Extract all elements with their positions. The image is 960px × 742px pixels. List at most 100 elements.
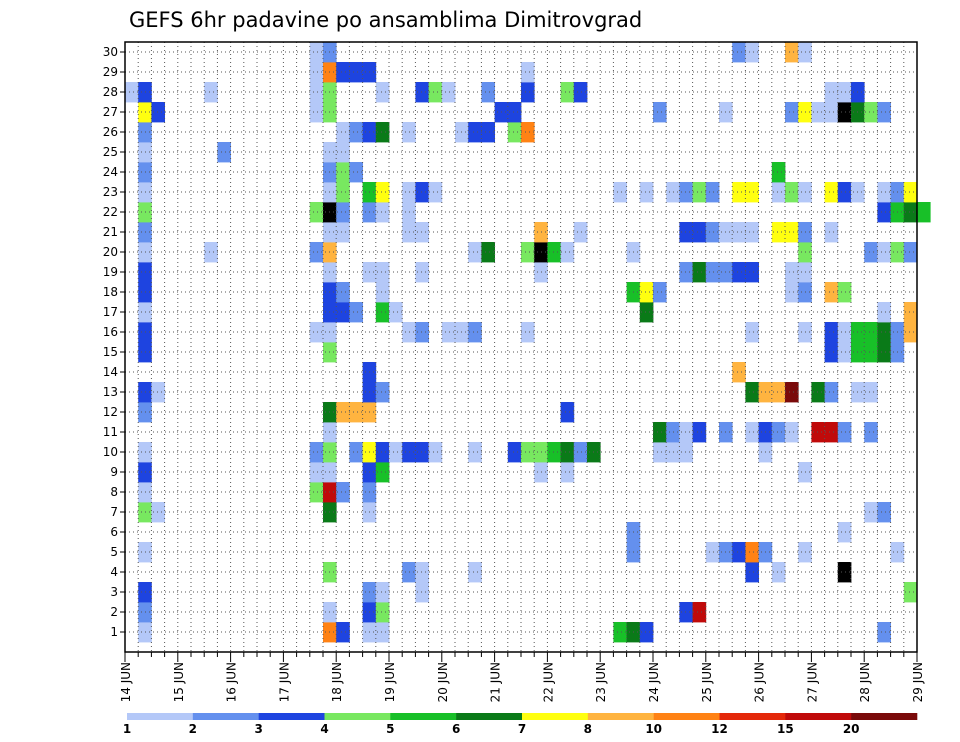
heatmap-cell [336,182,350,203]
heatmap-cell [336,202,350,223]
legend-label: 6 [452,722,460,736]
heatmap-cell [824,282,839,303]
heatmap-cell [389,442,403,463]
heatmap-cell [653,442,667,463]
heatmap-cell [573,442,588,463]
y-tick-label: 27 [103,105,118,119]
heatmap-cell [375,122,390,143]
heatmap-cell [375,602,390,623]
heatmap-cell [349,402,363,423]
y-tick-label: 1 [110,625,118,639]
heatmap-cell [217,142,231,163]
heatmap-cell [309,102,324,123]
heatmap-cell [771,182,786,203]
heatmap-cell [745,382,759,403]
heatmap-cell [204,242,218,263]
x-tick-label: 20 JUN [436,662,450,702]
heatmap-cell [864,102,878,123]
heatmap-cell [864,322,878,343]
heatmap-cell [837,282,852,303]
heatmap-cell [349,442,363,463]
heatmap-cell [837,422,852,443]
heatmap-cell [785,222,799,243]
heatmap-cell [521,122,535,143]
y-tick-label: 15 [103,345,118,359]
heatmap-cell [349,122,363,143]
heatmap-cell [837,562,852,583]
heatmap-cell [336,142,350,163]
legend-swatch [324,713,391,720]
y-tick-label: 14 [103,365,118,379]
heatmap-cell [732,222,746,243]
heatmap-cell [560,442,575,463]
heatmap-cell [837,182,852,203]
heatmap-cell [824,322,839,343]
heatmap-cell [507,122,522,143]
heatmap-cell [837,82,852,103]
heatmap-cell [824,82,839,103]
heatmap-cell [864,502,878,523]
heatmap-cell [521,322,535,343]
heatmap-cell [428,442,443,463]
heatmap-cell [732,362,746,383]
legend-label: 10 [645,722,662,736]
heatmap-cell [125,82,139,103]
y-tick-label: 13 [103,385,118,399]
x-tick-label: 14 JUN [119,662,133,702]
heatmap-cell [692,422,707,443]
heatmap-cell [877,342,891,363]
heatmap-cell [573,82,588,103]
heatmap-cell [309,242,324,263]
heatmap-cell [639,282,654,303]
heatmap-cell [785,382,799,403]
heatmap-cell [415,182,429,203]
heatmap-cell [507,102,522,123]
x-tick-label: 23 JUN [594,662,608,702]
legend-label: 8 [584,722,592,736]
x-tick-label: 27 JUN [805,662,819,702]
heatmap-cell [771,222,786,243]
legend-swatch [653,713,720,720]
y-tick-label: 29 [103,65,118,79]
heatmap-cell [560,82,575,103]
x-tick-label: 24 JUN [647,662,661,702]
legend-swatch [390,713,457,720]
heatmap-cell [151,382,165,403]
heatmap-cell [732,42,746,63]
heatmap-cell [864,242,878,263]
legend-label: 4 [320,722,328,736]
y-tick-label: 17 [103,305,118,319]
y-tick-label: 30 [103,45,118,59]
heatmap-cell [903,242,918,263]
legend-swatch [587,713,654,720]
heatmap-cell [864,342,878,363]
heatmap-cell [560,462,575,483]
heatmap-cell [309,482,324,503]
y-tick-label: 7 [110,505,118,519]
legend-swatch [127,713,194,720]
heatmap-cell [547,442,561,463]
y-tick-label: 6 [110,525,118,539]
x-tick-label: 29 JUN [911,662,925,702]
heatmap-cell [573,222,588,243]
heatmap-cell [903,582,918,603]
heatmap-cell [705,542,720,563]
heatmap-cell [837,342,852,363]
heatmap-cell [481,122,495,143]
heatmap-cell [336,62,350,83]
y-tick-label: 10 [103,445,118,459]
heatmap-cell [613,182,627,203]
heatmap-cell [375,182,390,203]
y-tick-label: 26 [103,125,118,139]
heatmap-cell [824,182,839,203]
heatmap-cell [428,182,443,203]
heatmap-cell [309,322,324,343]
y-tick-label: 11 [103,425,118,439]
heatmap-cell [204,82,218,103]
heatmap-cell [705,262,720,283]
heatmap-cell [877,502,891,523]
heatmap-cell [877,182,891,203]
x-tick-label: 21 JUN [489,662,503,702]
heatmap-cell [375,282,390,303]
